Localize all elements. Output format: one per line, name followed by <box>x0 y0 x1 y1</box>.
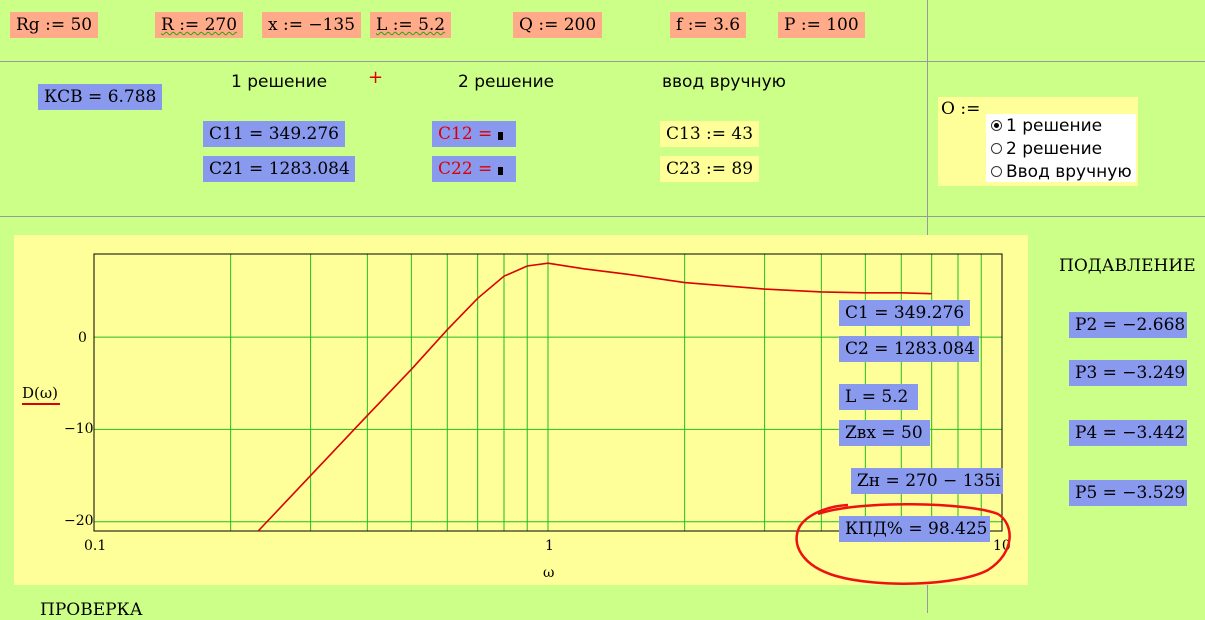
option-item-label: 1 решение <box>1006 115 1103 136</box>
var-r[interactable]: R := 270 <box>155 12 244 38</box>
var-rg[interactable]: Rg := 50 <box>10 12 99 38</box>
p5-result: P5 = −3.529 <box>1069 480 1187 506</box>
c12-label: C12 = <box>438 124 493 144</box>
option-item-3[interactable]: Ввод вручную <box>986 160 1136 183</box>
p3-result: P3 = −3.249 <box>1069 360 1187 386</box>
radio-selected-icon[interactable] <box>991 120 1002 131</box>
chart-plot-frame <box>93 253 1003 532</box>
option-item-1[interactable]: 1 решение <box>986 114 1136 137</box>
suppression-title: ПОДАВЛЕНИЕ <box>1059 256 1196 276</box>
y-tick-label-0: 0 <box>78 330 87 346</box>
c1-result: C1 = 349.276 <box>839 300 970 326</box>
c21-result: C21 = 1283.084 <box>203 156 355 182</box>
c22-label: C22 = <box>438 159 493 179</box>
x-tick-label-1: 1 <box>545 538 554 554</box>
option-item-2[interactable]: 2 решение <box>986 137 1136 160</box>
header-solution-2: 2 решение <box>458 72 555 92</box>
y-axis-label-text: D(ω) <box>22 384 58 402</box>
cursor-plus-icon: + <box>368 67 384 88</box>
option-item-label: Ввод вручную <box>1006 161 1132 182</box>
kpd-result: КПД% = 98.425 <box>839 516 990 542</box>
check-section-label: ПРОВЕРКА <box>40 600 143 620</box>
x-axis-label: ω <box>543 565 555 581</box>
option-item-label: 2 решение <box>1006 138 1103 159</box>
option-selector[interactable]: O := 1 решение 2 решение Ввод вручную <box>938 97 1138 186</box>
p2-result: P2 = −2.668 <box>1069 312 1187 338</box>
region-separator-top <box>0 61 1205 62</box>
x-tick-label-0: 0.1 <box>84 538 107 554</box>
c22-result: C22 = <box>432 156 516 182</box>
region-separator-middle <box>0 216 1205 217</box>
radio-empty-icon[interactable] <box>991 166 1002 177</box>
var-p[interactable]: P := 100 <box>778 12 865 38</box>
y-axis-label: D(ω) <box>22 384 60 405</box>
var-f[interactable]: f := 3.6 <box>670 12 747 38</box>
var-q[interactable]: Q := 200 <box>513 12 603 38</box>
zn-result: Zн = 270 − 135i <box>851 468 1003 494</box>
p4-result: P4 = −3.442 <box>1069 420 1187 446</box>
radio-empty-icon[interactable] <box>991 143 1002 154</box>
undefined-marker-icon <box>498 167 504 175</box>
ksv-result: КСВ = 6.788 <box>38 84 163 110</box>
c2-result: C2 = 1283.084 <box>839 336 979 362</box>
var-l[interactable]: L := 5.2 <box>370 12 452 38</box>
l-result: L = 5.2 <box>839 384 918 410</box>
y-tick-label-1: −10 <box>64 421 94 437</box>
header-manual-input: ввод вручную <box>662 72 786 92</box>
c13-input[interactable]: C13 := 43 <box>660 121 760 147</box>
header-solution-1: 1 решение <box>231 72 328 92</box>
zin-result: Zвх = 50 <box>839 420 930 446</box>
c11-result: C11 = 349.276 <box>203 121 345 147</box>
option-list[interactable]: 1 решение 2 решение Ввод вручную <box>986 114 1136 182</box>
var-x[interactable]: x := −135 <box>262 12 362 38</box>
undefined-marker-icon <box>498 132 504 140</box>
chart-series-line <box>257 262 932 532</box>
c23-input[interactable]: C23 := 89 <box>660 156 760 182</box>
y-tick-label-2: −20 <box>64 513 94 529</box>
annotation-circle <box>795 503 1011 585</box>
c12-result: C12 = <box>432 121 516 147</box>
option-label: O := <box>941 99 981 119</box>
